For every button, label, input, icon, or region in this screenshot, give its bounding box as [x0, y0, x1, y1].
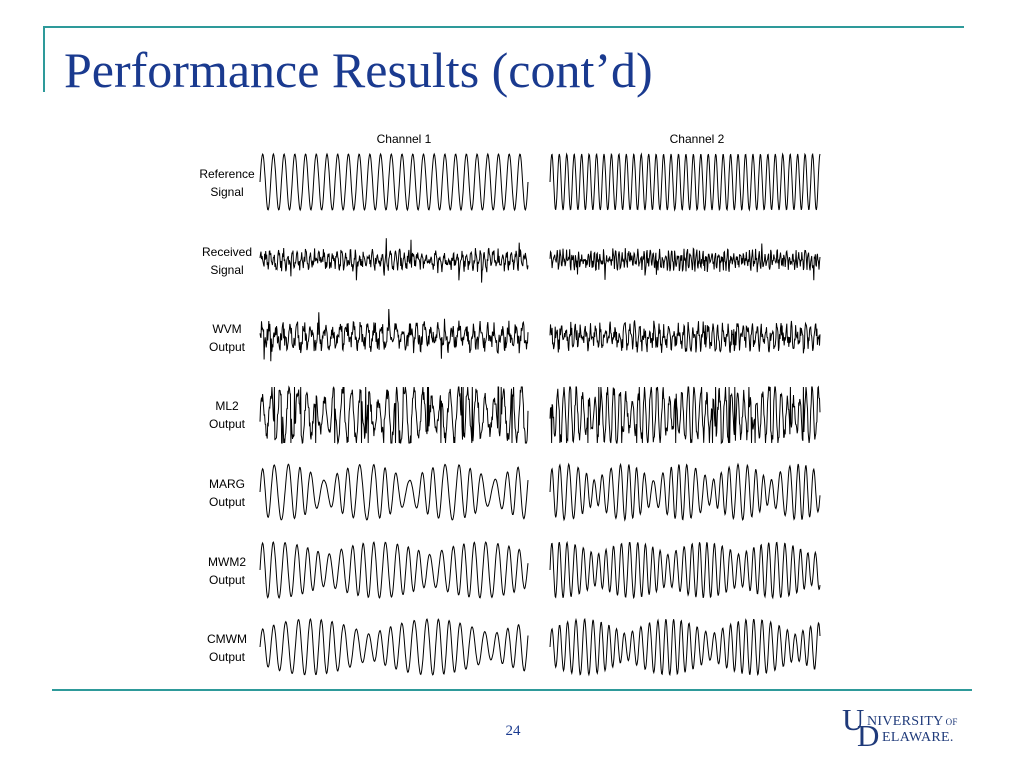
row-label-reference-line2: Signal [210, 185, 243, 199]
row-label-wvm: WVM [212, 322, 241, 336]
row-label-ml2: ML2 [215, 399, 239, 413]
row-label-received: Received [202, 245, 252, 259]
university-of-delaware-logo: U D NIVERSITY OF ELAWARE. [842, 704, 972, 752]
column-label-channel-2: Channel 2 [670, 132, 725, 146]
waveform-received-channel-2 [549, 243, 821, 281]
waveform-wvm-channel-1 [259, 308, 529, 362]
waveform-mwm2-channel-2 [549, 540, 821, 600]
waveform-cmwm-channel-2 [549, 617, 821, 677]
page-number: 24 [505, 723, 521, 739]
row-label-cmwm: CMWM [207, 632, 247, 646]
waveform-ml2-channel-1 [259, 385, 529, 445]
row-label-ml2-line2: Output [209, 417, 246, 431]
waveform-panel: Channel 1 Channel 2 Reference Signal Rec… [199, 132, 821, 677]
row-label-marg-line2: Output [209, 495, 246, 509]
waveform-wvm-channel-2 [549, 320, 821, 354]
waveform-marg-channel-2 [549, 462, 821, 522]
row-label-marg: MARG [209, 477, 245, 491]
side-accent-rule [43, 26, 45, 92]
row-label-wvm-line2: Output [209, 340, 246, 354]
bottom-rule [52, 689, 972, 691]
waveform-ml2-channel-2 [549, 385, 821, 445]
row-label-mwm2-line2: Output [209, 573, 246, 587]
slide-title: Performance Results (cont’d) [64, 42, 653, 98]
logo-letter-d: D [857, 718, 880, 753]
logo-letter-u: U [842, 702, 865, 737]
column-label-channel-1: Channel 1 [377, 132, 432, 146]
waveform-reference-channel-2 [549, 152, 821, 212]
waveform-reference-channel-1 [259, 152, 529, 212]
waveform-marg-channel-1 [259, 463, 529, 521]
row-label-cmwm-line2: Output [209, 650, 246, 664]
waveform-figure: Channel 1 Channel 2 Reference Signal Rec… [180, 126, 840, 682]
row-label-reference: Reference [199, 167, 255, 181]
waveform-traces [259, 152, 821, 677]
logo-top-text: NIVERSITY OF [867, 714, 958, 729]
logo-bottom-text: ELAWARE. [882, 730, 954, 745]
row-label-received-line2: Signal [210, 263, 243, 277]
waveform-cmwm-channel-1 [259, 618, 529, 676]
row-label-mwm2: MWM2 [208, 555, 246, 569]
waveform-mwm2-channel-1 [259, 541, 529, 599]
waveform-received-channel-1 [259, 238, 529, 283]
top-rule [43, 26, 964, 28]
